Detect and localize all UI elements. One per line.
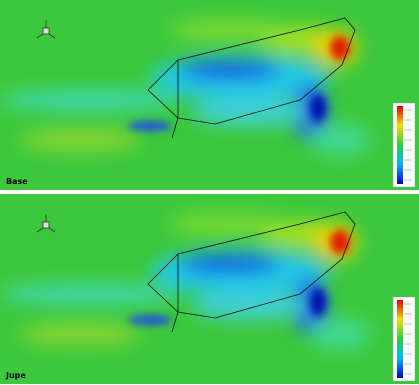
contour-panel — [0, 0, 419, 190]
panel-label: Jupe — [5, 371, 26, 380]
contour-panel — [0, 194, 419, 384]
panel-label: Base — [6, 177, 28, 186]
figure: Base Jupe — [0, 0, 419, 385]
